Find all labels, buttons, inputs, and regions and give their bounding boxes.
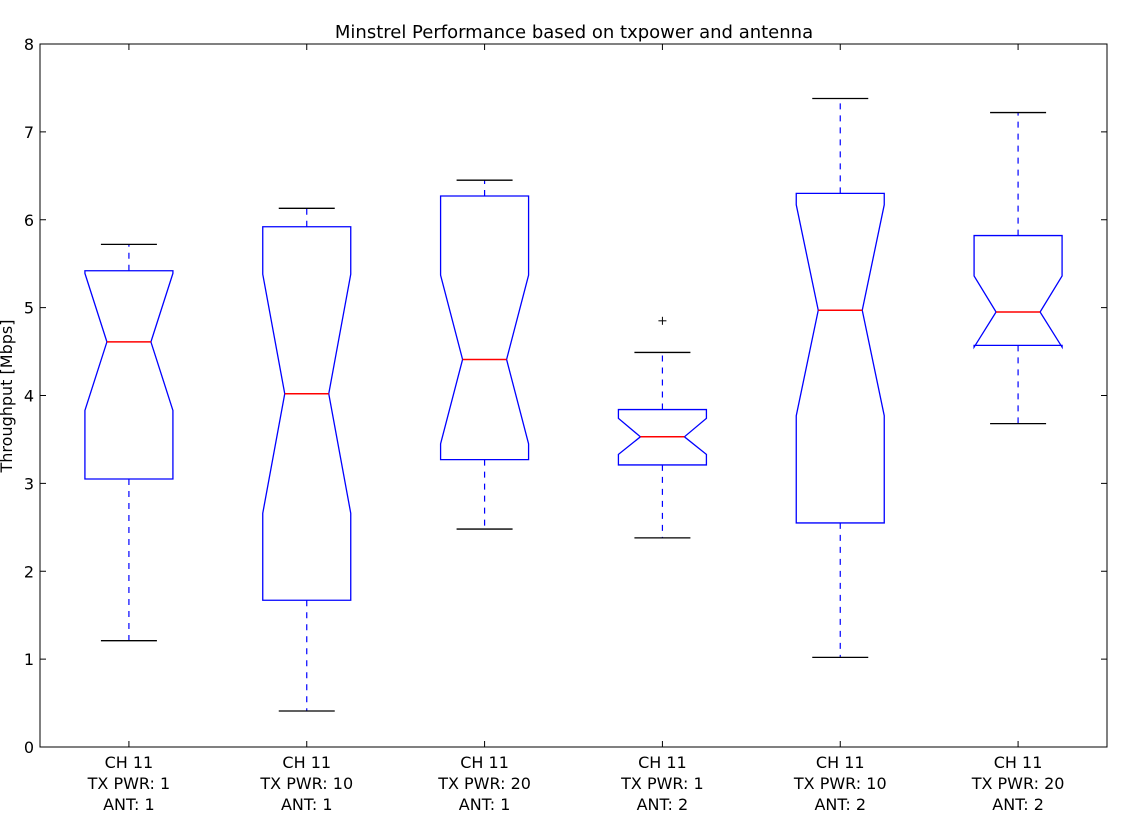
x-tick-label-line: TX PWR: 1 bbox=[620, 774, 704, 793]
x-tick-label: CH 11 TX PWR: 1 ANT: 2 bbox=[620, 753, 704, 814]
boxes-layer bbox=[84, 97, 1063, 712]
notched-box bbox=[973, 234, 1063, 350]
box-group bbox=[973, 111, 1063, 425]
y-tick-label: 2 bbox=[24, 562, 34, 581]
x-tick-label-line: TX PWR: 10 bbox=[793, 774, 887, 793]
y-axis-label: Throughput [Mbps] bbox=[0, 320, 16, 474]
box-group bbox=[262, 207, 352, 712]
x-tick-label: CH 11 TX PWR: 10 ANT: 1 bbox=[259, 753, 353, 814]
y-axis: 0 1 2 3 4 5 6 7 8 bbox=[24, 35, 1107, 757]
box-group bbox=[439, 179, 530, 530]
plot-frame bbox=[39, 43, 1108, 748]
x-tick-label-line: CH 11 bbox=[816, 753, 865, 772]
y-tick-label: 3 bbox=[24, 474, 34, 493]
x-tick-label-line: CH 11 bbox=[460, 753, 509, 772]
x-tick-label-line: ANT: 2 bbox=[992, 795, 1044, 814]
x-tick-label-line: TX PWR: 20 bbox=[437, 774, 531, 793]
x-tick-label-line: CH 11 bbox=[638, 753, 687, 772]
notched-box bbox=[795, 192, 885, 524]
y-tick-label: 6 bbox=[24, 211, 34, 230]
y-tick-label: 8 bbox=[24, 35, 34, 54]
y-tick-label: 1 bbox=[24, 650, 34, 669]
chart-title: Minstrel Performance based on txpower an… bbox=[335, 22, 813, 43]
y-tick-label: 0 bbox=[24, 738, 34, 757]
x-tick-label-line: CH 11 bbox=[105, 753, 154, 772]
notched-box bbox=[262, 226, 352, 601]
notched-box bbox=[439, 195, 530, 461]
x-tick-label-line: TX PWR: 20 bbox=[971, 774, 1065, 793]
box-group bbox=[795, 97, 885, 659]
x-tick-label: CH 11 TX PWR: 1 ANT: 1 bbox=[87, 753, 171, 814]
x-tick-label-line: ANT: 1 bbox=[459, 795, 511, 814]
x-axis: CH 11 TX PWR: 1 ANT: 1 CH 11 TX PWR: 10 ANT: … bbox=[87, 44, 1065, 814]
notched-box bbox=[617, 408, 708, 466]
x-tick-label-line: ANT: 2 bbox=[637, 795, 689, 814]
notched-box bbox=[84, 270, 174, 480]
x-tick-label-line: ANT: 2 bbox=[814, 795, 866, 814]
x-tick-label-line: TX PWR: 1 bbox=[87, 774, 171, 793]
y-tick-label: 4 bbox=[24, 387, 34, 406]
x-tick-label: CH 11 TX PWR: 20 ANT: 2 bbox=[971, 753, 1065, 814]
box-group bbox=[617, 316, 708, 539]
y-tick-label: 5 bbox=[24, 299, 34, 318]
x-tick-label-line: ANT: 1 bbox=[103, 795, 155, 814]
box-group bbox=[84, 243, 174, 642]
x-tick-label-line: CH 11 bbox=[282, 753, 331, 772]
x-tick-label-line: ANT: 1 bbox=[281, 795, 333, 814]
x-tick-label: CH 11 TX PWR: 10 ANT: 2 bbox=[793, 753, 887, 814]
y-tick-label: 7 bbox=[24, 123, 34, 142]
x-tick-label: CH 11 TX PWR: 20 ANT: 1 bbox=[437, 753, 531, 814]
x-tick-label-line: TX PWR: 10 bbox=[259, 774, 353, 793]
x-tick-label-line: CH 11 bbox=[994, 753, 1043, 772]
